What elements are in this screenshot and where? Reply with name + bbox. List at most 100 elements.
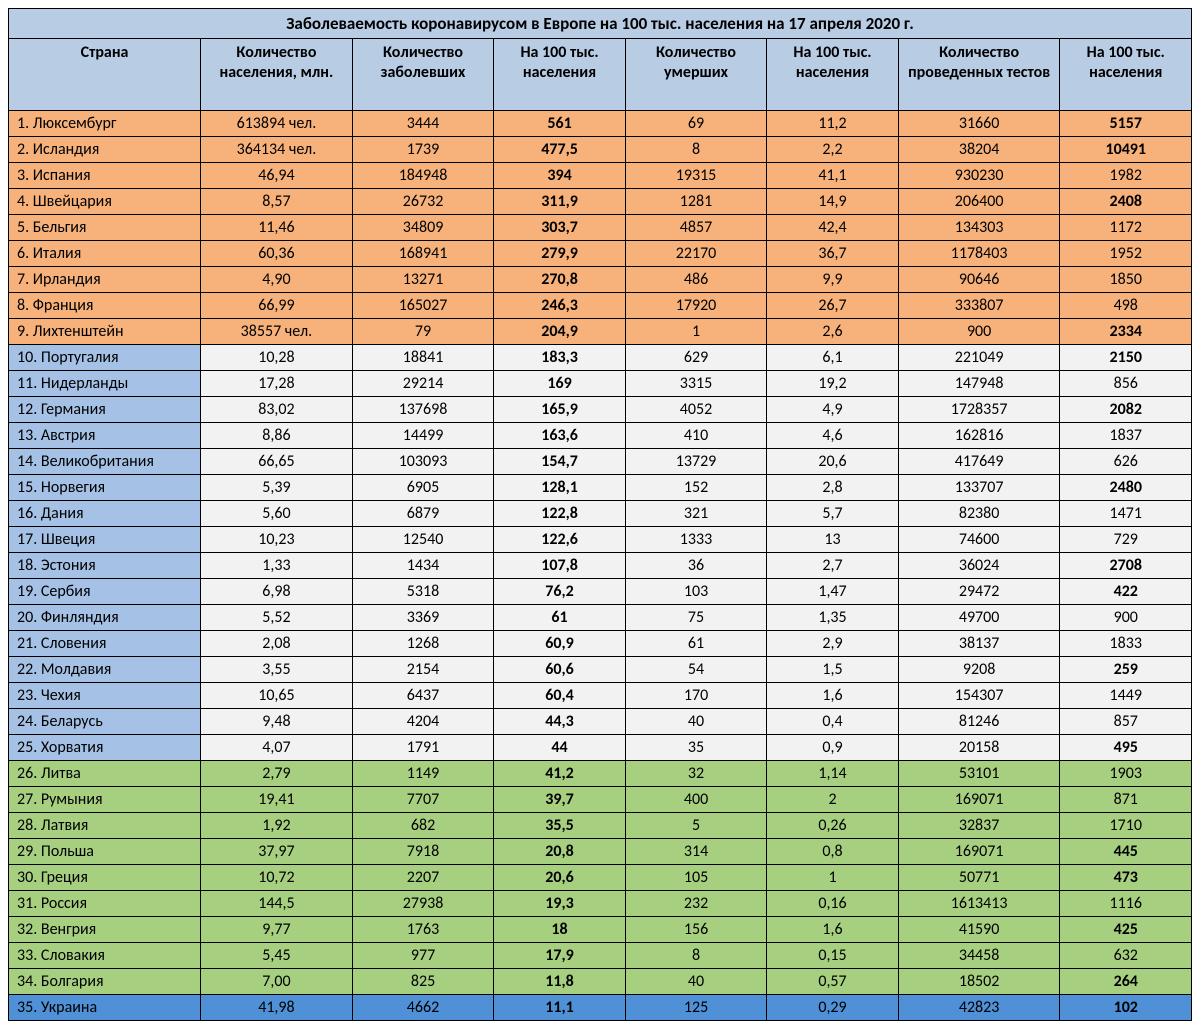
cell: 23. Чехия (9, 683, 201, 709)
cell: 184948 (352, 163, 494, 189)
table-title: Заболеваемость коронавирусом в Европе на… (9, 9, 1192, 39)
cell: 445 (1060, 839, 1192, 865)
cell: 4204 (352, 709, 494, 735)
cell: 4. Швейцария (9, 189, 201, 215)
table-body: 1. Люксембург613894 чел.34445616911,2316… (9, 111, 1192, 1021)
cell: 417649 (898, 449, 1060, 475)
cell: 1710 (1060, 813, 1192, 839)
table-row: 1. Люксембург613894 чел.34445616911,2316… (9, 111, 1192, 137)
col-country: Страна (9, 39, 201, 111)
cell: 1837 (1060, 423, 1192, 449)
cell: 8 (625, 137, 767, 163)
cell: 18 (494, 917, 625, 943)
cell: 40 (625, 969, 767, 995)
cell: 11,46 (201, 215, 353, 241)
cell: 9. Лихтенштейн (9, 319, 201, 345)
cell: 3. Испания (9, 163, 201, 189)
cell: 105 (625, 865, 767, 891)
cell: 682 (352, 813, 494, 839)
col-cases-per-100k: На 100 тыс. населения (494, 39, 625, 111)
cell: 122,8 (494, 501, 625, 527)
cell: 4,9 (767, 397, 898, 423)
cell: 4,90 (201, 267, 353, 293)
cell: 11. Нидерланды (9, 371, 201, 397)
cell: 17,28 (201, 371, 353, 397)
cell: 10. Португалия (9, 345, 201, 371)
cell: 2207 (352, 865, 494, 891)
cell: 32837 (898, 813, 1060, 839)
cell: 9,77 (201, 917, 353, 943)
cell: 825 (352, 969, 494, 995)
cell: 264 (1060, 969, 1192, 995)
cell: 8,86 (201, 423, 353, 449)
cell: 279,9 (494, 241, 625, 267)
cell: 41590 (898, 917, 1060, 943)
table-row: 10. Португалия10,2818841183,36296,122104… (9, 345, 1192, 371)
cell: 20,6 (767, 449, 898, 475)
cell: 35,5 (494, 813, 625, 839)
cell: 5,7 (767, 501, 898, 527)
cell: 2154 (352, 657, 494, 683)
cell: 14,9 (767, 189, 898, 215)
cell: 4,07 (201, 735, 353, 761)
table-row: 3. Испания46,941849483941931541,19302301… (9, 163, 1192, 189)
cell: 15. Норвегия (9, 475, 201, 501)
cell: 473 (1060, 865, 1192, 891)
cell: 134303 (898, 215, 1060, 241)
cell: 41,1 (767, 163, 898, 189)
cell: 1739 (352, 137, 494, 163)
table-row: 23. Чехия10,65643760,41701,61543071449 (9, 683, 1192, 709)
cell: 9,9 (767, 267, 898, 293)
cell: 1,35 (767, 605, 898, 631)
cell: 183,3 (494, 345, 625, 371)
cell: 49700 (898, 605, 1060, 631)
cell: 74600 (898, 527, 1060, 553)
table-row: 21. Словения2,08126860,9612,9381371833 (9, 631, 1192, 657)
cell: 314 (625, 839, 767, 865)
cell: 102 (1060, 995, 1192, 1021)
cell: 162816 (898, 423, 1060, 449)
cell: 3315 (625, 371, 767, 397)
cell: 1,33 (201, 553, 353, 579)
table-row: 34. Болгария7,0082511,8400,5718502264 (9, 969, 1192, 995)
col-tests-per-100k: На 100 тыс. населения (1060, 39, 1192, 111)
cell: 857 (1060, 709, 1192, 735)
cell: 19,41 (201, 787, 353, 813)
cell: 90646 (898, 267, 1060, 293)
covid-europe-table: Заболеваемость коронавирусом в Европе на… (8, 8, 1192, 1021)
cell: 24. Беларусь (9, 709, 201, 735)
cell: 1763 (352, 917, 494, 943)
cell: 1 (767, 865, 898, 891)
cell: 477,5 (494, 137, 625, 163)
cell: 2082 (1060, 397, 1192, 423)
cell: 122,6 (494, 527, 625, 553)
cell: 31660 (898, 111, 1060, 137)
cell: 1903 (1060, 761, 1192, 787)
cell: 35. Украина (9, 995, 201, 1021)
cell: 18. Эстония (9, 553, 201, 579)
cell: 53101 (898, 761, 1060, 787)
cell: 75 (625, 605, 767, 631)
cell: 170 (625, 683, 767, 709)
cell: 0,8 (767, 839, 898, 865)
cell: 0,16 (767, 891, 898, 917)
table-row: 25. Хорватия4,07179144350,920158495 (9, 735, 1192, 761)
cell: 5 (625, 813, 767, 839)
table-row: 29. Польша37,97791820,83140,8169071445 (9, 839, 1192, 865)
cell: 8,57 (201, 189, 353, 215)
cell: 0,9 (767, 735, 898, 761)
cell: 259 (1060, 657, 1192, 683)
table-row: 12. Германия83,02137698165,940524,917283… (9, 397, 1192, 423)
cell: 18502 (898, 969, 1060, 995)
cell: 410 (625, 423, 767, 449)
cell: 2,7 (767, 553, 898, 579)
cell: 32. Венгрия (9, 917, 201, 943)
cell: 128,1 (494, 475, 625, 501)
cell: 19315 (625, 163, 767, 189)
cell: 1172 (1060, 215, 1192, 241)
cell: 1,6 (767, 917, 898, 943)
cell: 17. Швеция (9, 527, 201, 553)
cell: 60,36 (201, 241, 353, 267)
cell: 0,26 (767, 813, 898, 839)
cell: 5,52 (201, 605, 353, 631)
